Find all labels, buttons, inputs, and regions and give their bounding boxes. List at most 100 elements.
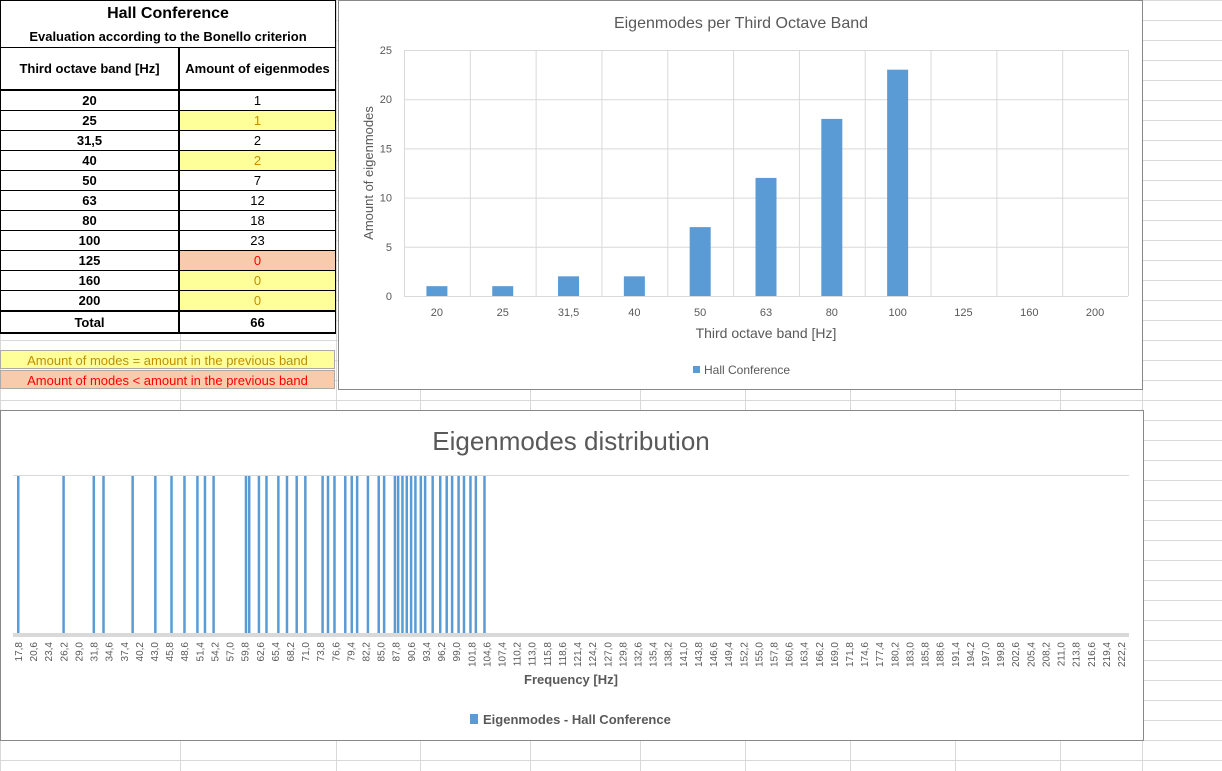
- y-tick-label: 0: [386, 291, 392, 303]
- x-tick-label: 104,6: [482, 642, 493, 667]
- x-tick-label: 185,8: [921, 642, 932, 667]
- mode-line: [445, 476, 448, 633]
- table-row: 20 1: [0, 89, 336, 111]
- table-row: 50 7: [0, 170, 336, 191]
- x-tick-label: 171,8: [845, 642, 856, 667]
- mode-line: [355, 476, 359, 633]
- x-tick-label: 20: [431, 307, 443, 319]
- amount-cell: 0: [178, 250, 336, 271]
- x-tick-label: 155,0: [754, 642, 765, 667]
- bar: [623, 276, 645, 296]
- x-tick-label: 40,2: [135, 642, 146, 662]
- mode-line: [333, 476, 336, 633]
- amount-cell: 1: [178, 89, 336, 111]
- x-tick-label: 62,6: [256, 642, 267, 662]
- mode-line: [295, 476, 298, 633]
- x-tick-label: 169,0: [830, 642, 841, 667]
- x-tick-label: 87,8: [392, 642, 403, 662]
- band-cell: 80: [0, 210, 180, 231]
- x-tick-label: 191,4: [951, 642, 962, 667]
- amount-cell: 12: [178, 190, 336, 211]
- y-tick-label: 25: [380, 45, 392, 57]
- mode-line: [212, 476, 215, 633]
- mode-line: [450, 476, 454, 633]
- mode-line: [102, 476, 105, 633]
- x-tick-label: 45,8: [165, 642, 176, 662]
- mode-line: [265, 476, 268, 633]
- x-tick-label: 110,2: [513, 642, 524, 667]
- bar: [426, 286, 448, 296]
- distribution-chart[interactable]: Eigenmodes distribution 17,8 20,6 23,4 26,2 2…: [0, 410, 1144, 741]
- x-tick-label: 127,0: [603, 642, 614, 667]
- amount-cell: 0: [178, 290, 336, 312]
- y-tick-label: 10: [380, 193, 392, 205]
- x-tick-label: 63: [760, 307, 772, 319]
- x-tick-label: 174,6: [860, 642, 871, 667]
- x-tick-label: 37,4: [120, 642, 131, 662]
- x-tick-label: 34,6: [105, 642, 116, 662]
- x-tick-label: 96,2: [437, 642, 448, 662]
- amount-cell: 7: [178, 170, 336, 191]
- bar: [887, 69, 909, 297]
- x-tick-label: 115,8: [543, 642, 554, 667]
- x-tick-label: 20,6: [29, 642, 40, 662]
- x-tick-label: 107,4: [498, 642, 509, 667]
- x-tick-label: 121,4: [573, 642, 584, 667]
- total-label: Total: [0, 310, 180, 334]
- mode-line: [257, 476, 261, 633]
- mode-line: [326, 476, 330, 633]
- band-cell: 31,5: [0, 130, 180, 151]
- mode-line: [396, 476, 400, 633]
- mode-line: [247, 476, 251, 633]
- table-row: 63 12: [0, 190, 336, 211]
- x-tick-label: 163,4: [800, 642, 811, 667]
- amount-cell: 23: [178, 230, 336, 251]
- band-cell: 100: [0, 230, 180, 251]
- total-value: 66: [178, 310, 336, 334]
- table-row: 100 23: [0, 230, 336, 251]
- bar: [689, 227, 711, 296]
- mode-line: [457, 476, 460, 633]
- x-tick-label: 132,6: [633, 642, 644, 667]
- y-axis-label: Amount of eigenmodes: [361, 106, 376, 240]
- x-tick-label: 138,2: [664, 642, 675, 667]
- mode-line: [393, 476, 397, 633]
- chart-title: Eigenmodes per Third Octave Band: [614, 15, 868, 32]
- x-tick-label: 65,4: [271, 642, 282, 662]
- bar-chart-per-band[interactable]: Eigenmodes per Third Octave Band 0 5 10 15 20…: [338, 0, 1143, 390]
- x-tick-label: 43,0: [150, 642, 161, 662]
- legend-swatch: [470, 714, 478, 724]
- x-tick-label: 40: [628, 307, 640, 319]
- mode-line: [474, 476, 478, 633]
- x-tick-label: 143,8: [694, 642, 705, 667]
- table-row: 160 0: [0, 270, 336, 291]
- table-row: 80 18: [0, 210, 336, 231]
- mode-line: [419, 476, 423, 633]
- x-tick-label: 25: [497, 307, 509, 319]
- x-tick-label: 213,8: [1072, 642, 1083, 667]
- band-cell: 63: [0, 190, 180, 211]
- bar: [492, 286, 514, 296]
- band-cell: 25: [0, 110, 180, 131]
- table-row: 200 0: [0, 290, 336, 312]
- x-tick-label: 59,8: [241, 642, 252, 662]
- x-tick-label: 54,2: [210, 642, 221, 662]
- x-tick-label: 101,8: [467, 642, 478, 667]
- x-tick-label: 100: [888, 307, 906, 319]
- x-tick-label: 216,6: [1087, 642, 1098, 667]
- x-tick-label: 197,0: [981, 642, 992, 667]
- x-tick-label: 205,4: [1026, 642, 1037, 667]
- y-tick-label: 5: [386, 242, 392, 254]
- x-tick-label: 73,8: [316, 642, 327, 662]
- x-tick-label: 85,0: [377, 642, 388, 662]
- mode-line: [414, 476, 417, 633]
- x-tick-label: 177,4: [875, 642, 886, 667]
- mode-line: [203, 476, 207, 633]
- table-row: 31,5 2: [0, 130, 336, 151]
- legend-less: Amount of modes < amount in the previous…: [0, 370, 335, 389]
- table-row: 125 0: [0, 250, 336, 271]
- table-row: 40 2: [0, 150, 336, 171]
- x-tick-label: 118,6: [558, 642, 569, 667]
- x-tick-label: 90,6: [407, 642, 418, 662]
- table-subtitle: Evaluation according to the Bonello crit…: [0, 26, 336, 48]
